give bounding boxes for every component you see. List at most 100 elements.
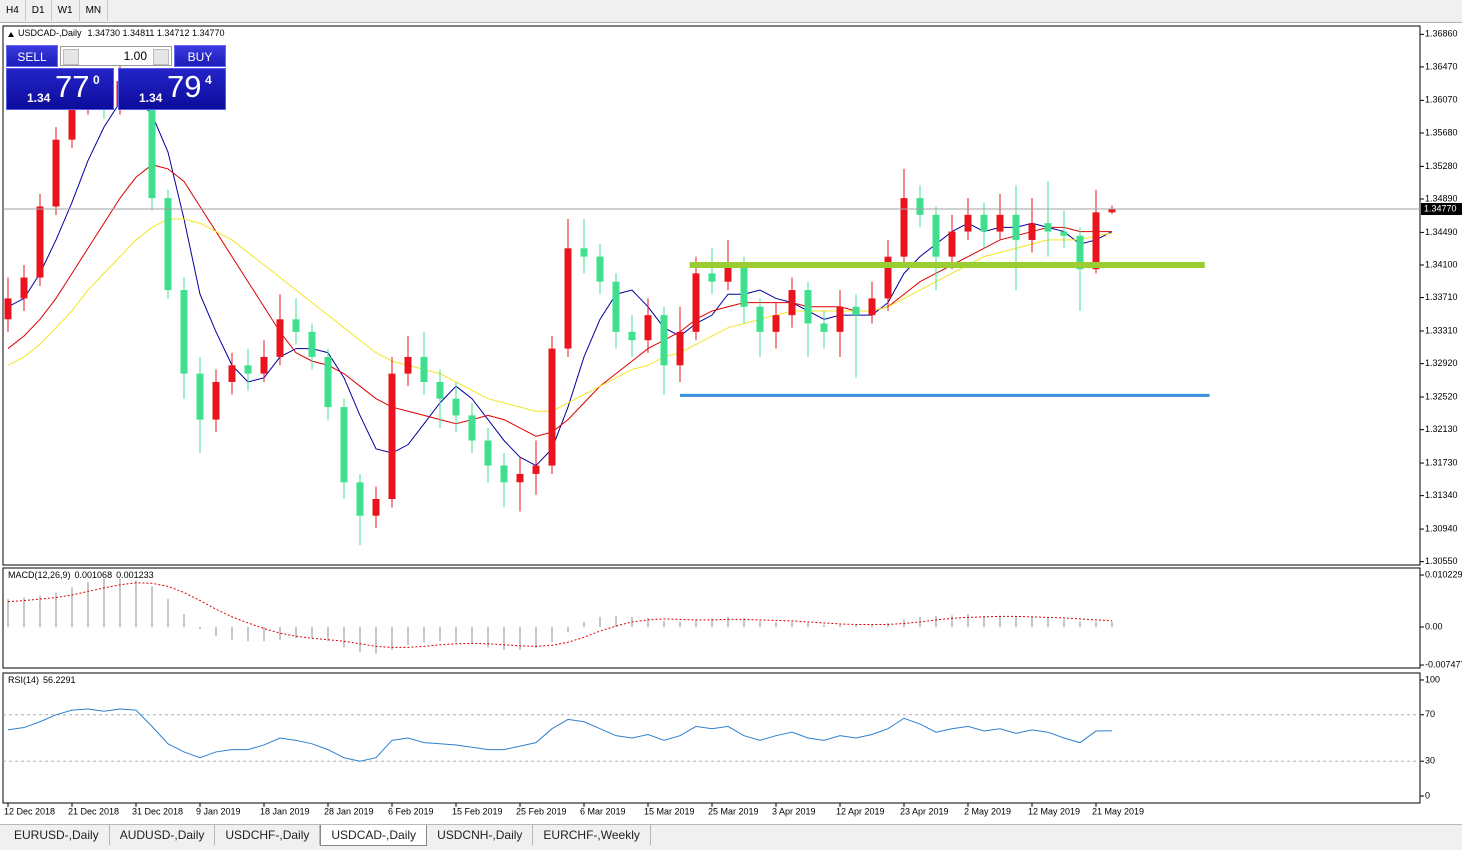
y-tick-label: 0 xyxy=(1425,790,1430,800)
candle-body xyxy=(340,407,348,483)
y-tick-label: 1.33310 xyxy=(1425,325,1458,335)
candle-body xyxy=(932,214,940,257)
y-tick-label: 0.010229 xyxy=(1425,569,1462,579)
chart-area: 1.36860 1.36470 1.36070 1.35680 1.35280 1.348… xyxy=(2,25,1462,816)
candle-body xyxy=(676,331,684,366)
candle-body xyxy=(52,139,60,207)
candle-body xyxy=(548,348,556,466)
y-tick-label: 1.32520 xyxy=(1425,391,1458,401)
candle-body xyxy=(660,315,668,366)
one-click-trading: SELL 1.00 BUY 1.34 77 0 1.34 79 4 xyxy=(6,45,226,110)
x-tick-label: 18 Jan 2019 xyxy=(260,806,310,816)
x-tick-label: 3 Apr 2019 xyxy=(772,806,816,816)
candle-body xyxy=(724,264,732,282)
y-tick-label: 1.31730 xyxy=(1425,457,1458,467)
chart-tab[interactable]: USDCAD-,Daily xyxy=(320,825,428,846)
indicator-value: 56.2291 xyxy=(43,675,76,685)
candle-body xyxy=(196,373,204,420)
candle-body xyxy=(500,465,508,483)
chart-tab[interactable]: USDCHF-,Daily xyxy=(215,825,321,845)
y-tick-label: 1.32920 xyxy=(1425,358,1458,368)
timeframe-button[interactable]: D1 xyxy=(26,0,52,21)
price-fraction: 0 xyxy=(93,73,100,87)
y-tick-label: 1.31340 xyxy=(1425,490,1458,500)
rsi-line xyxy=(7,708,1113,762)
timeframe-button[interactable]: W1 xyxy=(52,0,80,21)
chart-tab[interactable]: EURUSD-,Daily xyxy=(4,825,110,845)
candle-body xyxy=(1076,235,1084,270)
x-tick-label: 12 May 2019 xyxy=(1028,806,1080,816)
y-tick-label: 70 xyxy=(1425,709,1435,719)
price-big: 1.34 xyxy=(139,91,163,105)
indicator-value: 0.001068 xyxy=(75,570,113,580)
candle-body xyxy=(1092,212,1100,270)
y-tick-label: 1.32130 xyxy=(1425,424,1458,434)
candle-body xyxy=(580,248,588,257)
candle-body xyxy=(692,273,700,332)
x-tick-label: 21 May 2019 xyxy=(1092,806,1144,816)
x-tick-label: 21 Dec 2018 xyxy=(68,806,119,816)
indicator-header: RSI(14) 56.2291 xyxy=(8,675,76,685)
y-tick-label: 100 xyxy=(1425,674,1440,684)
y-tick-label: 1.36470 xyxy=(1425,61,1458,71)
buy-price[interactable]: 1.34 79 4 xyxy=(118,68,226,110)
candle-body xyxy=(356,482,364,516)
candle-body xyxy=(900,198,908,257)
x-tick-label: 15 Feb 2019 xyxy=(452,806,503,816)
chart-header: USDCAD-,Daily 1.34730 1.34811 1.34712 1.3… xyxy=(18,28,224,38)
candle-body xyxy=(20,277,28,299)
candle-body xyxy=(164,198,172,291)
panel-frame xyxy=(2,567,1421,669)
timeframe-button[interactable]: H4 xyxy=(0,0,26,21)
candle-body xyxy=(964,214,972,232)
timeframe-toolbar: H4 D1 W1 MN xyxy=(0,0,1462,23)
candle-body xyxy=(804,290,812,324)
chart-tab[interactable]: AUDUSD-,Daily xyxy=(110,825,216,845)
candle-body xyxy=(644,315,652,341)
x-tick-label: 6 Feb 2019 xyxy=(388,806,434,816)
panel-frame xyxy=(2,25,1421,566)
price-pips: 79 xyxy=(167,69,202,104)
y-tick-label: 1.33710 xyxy=(1425,292,1458,302)
candle-body xyxy=(564,248,572,349)
candle-body xyxy=(788,290,796,316)
indicator-header: MACD(12,26,9) 0.001068 0.001233 xyxy=(8,570,154,580)
sell-button[interactable]: SELL xyxy=(6,45,58,67)
candle-body xyxy=(772,315,780,332)
x-tick-label: 31 Dec 2018 xyxy=(132,806,183,816)
volume-input[interactable]: 1.00 xyxy=(60,46,172,66)
candle-body xyxy=(324,356,332,408)
sell-price[interactable]: 1.34 77 0 xyxy=(6,68,114,110)
candle-body xyxy=(740,264,748,307)
x-tick-label: 2 May 2019 xyxy=(964,806,1011,816)
chart-tabs: EURUSD-,Daily AUDUSD-,Daily USDCHF-,Daily U… xyxy=(0,824,1462,850)
macd-signal xyxy=(7,582,1113,648)
price-fraction: 4 xyxy=(205,73,212,87)
y-tick-label: 1.36860 xyxy=(1425,29,1458,39)
candle-body xyxy=(68,102,76,140)
candle-body xyxy=(916,198,924,215)
candle-body xyxy=(868,298,876,316)
candle-body xyxy=(1012,214,1020,240)
x-tick-label: 12 Dec 2018 xyxy=(4,806,55,816)
candle-body xyxy=(372,498,380,516)
y-tick-label: 1.34490 xyxy=(1425,227,1458,237)
candle-body xyxy=(628,331,636,341)
y-tick-label: -0.007477 xyxy=(1425,659,1462,669)
candle-body xyxy=(148,97,156,199)
chart-tab[interactable]: USDCNH-,Daily xyxy=(427,825,534,845)
buy-button[interactable]: BUY xyxy=(174,45,226,67)
y-tick-label: 1.34890 xyxy=(1425,193,1458,203)
candle-body xyxy=(292,319,300,332)
chart-tab[interactable]: EURCHF-,Weekly xyxy=(533,825,651,845)
last-price-box xyxy=(1421,203,1462,216)
indicator-title: RSI(14) xyxy=(8,675,39,685)
candle-body xyxy=(452,398,460,416)
timeframe-button[interactable]: MN xyxy=(80,0,109,21)
candle-body xyxy=(612,281,620,332)
x-tick-label: 25 Feb 2019 xyxy=(516,806,567,816)
candle-body xyxy=(308,331,316,357)
candle-body xyxy=(4,298,12,320)
header-triangle xyxy=(8,32,14,37)
